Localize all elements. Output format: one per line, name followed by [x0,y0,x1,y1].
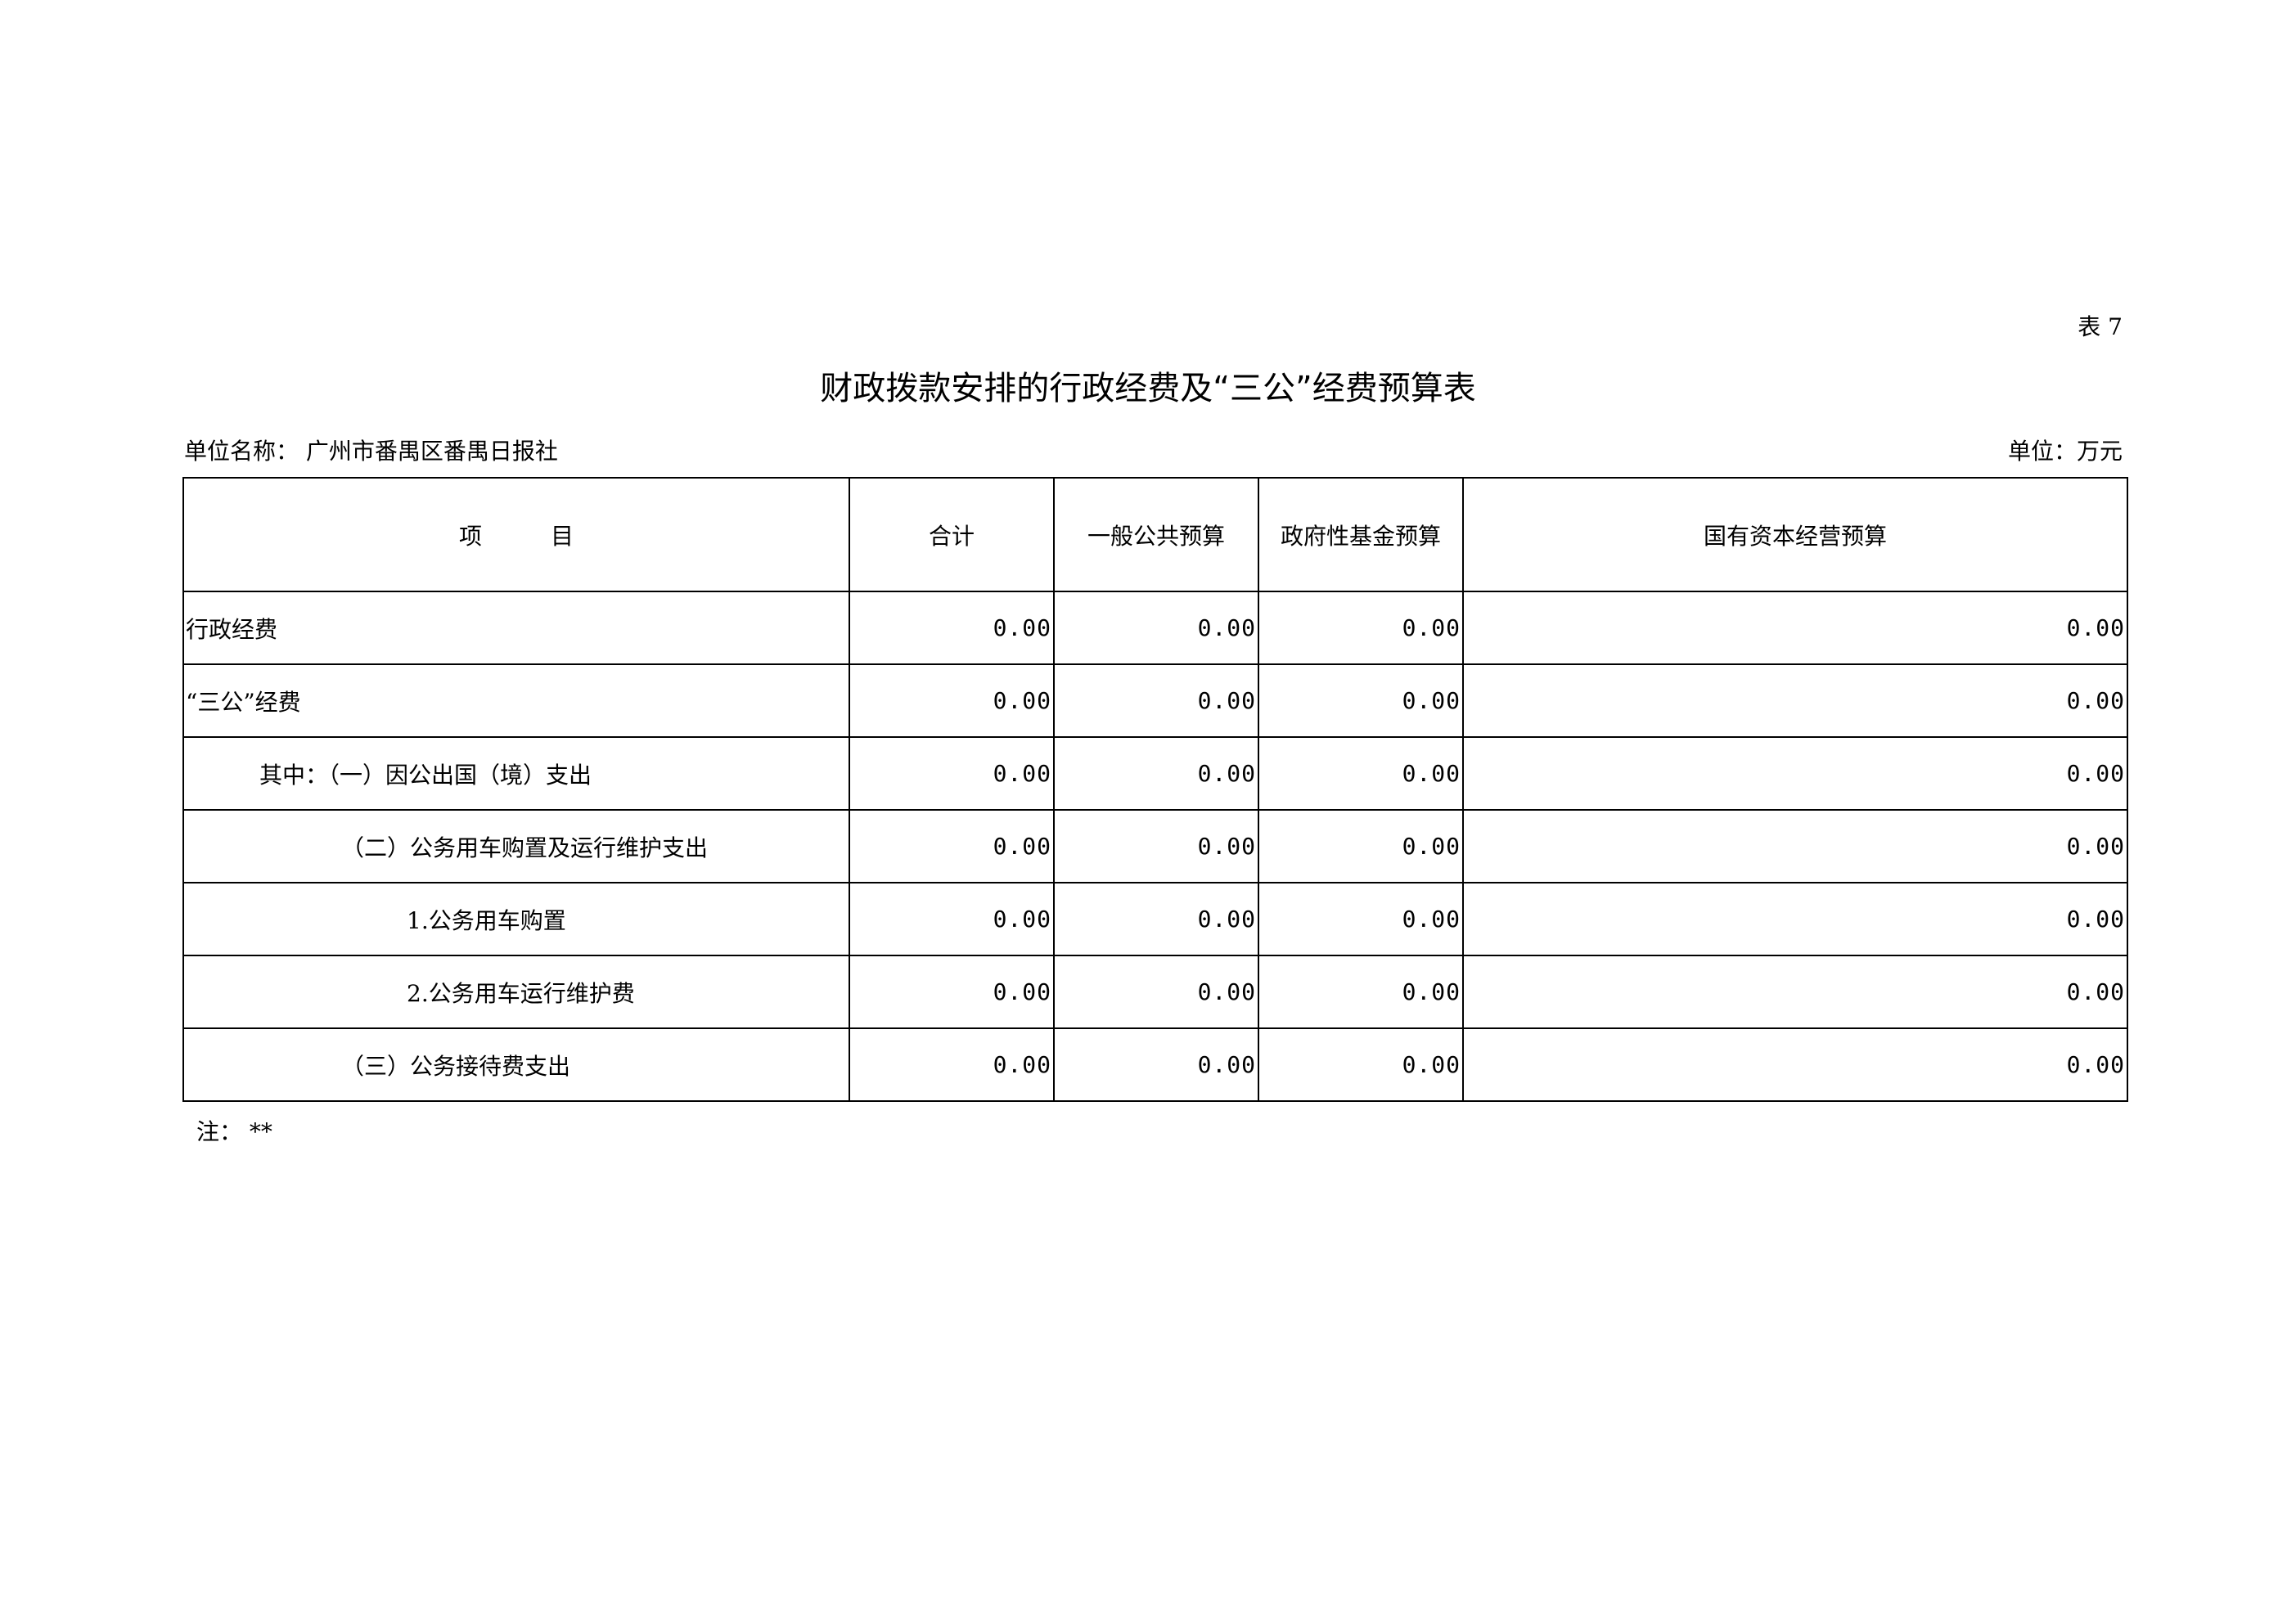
row-value: 0.00 [1053,809,1259,883]
row-value: 0.00 [1462,955,2128,1029]
row-value: 0.00 [1053,663,1259,738]
table-row: 2.公务用车运行维护费 0.00 0.00 0.00 0.00 [182,955,2128,1029]
row-value: 0.00 [1462,663,2128,738]
row-value: 0.00 [1258,809,1464,883]
currency-unit: 单位：万元 [2007,438,2123,465]
page-title: 财政拨款安排的行政经费及“三公”经费预算表 [820,370,1476,407]
row-value: 0.00 [1258,1027,1464,1102]
row-value: 0.00 [1053,736,1259,811]
row-value: 0.00 [1258,882,1464,956]
row-item: 2.公务用车运行维护费 [182,955,850,1029]
row-item: 其中：（一）因公出国（境）支出 [182,736,850,811]
table-row: 行政经费 0.00 0.00 0.00 0.00 [182,591,2128,665]
row-item: （二）公务用车购置及运行维护支出 [182,809,850,883]
row-value: 0.00 [1462,882,2128,956]
row-value: 0.00 [1258,955,1464,1029]
footnote: 注： ** [196,1118,272,1145]
unit-name-label: 单位名称： [184,438,299,465]
unit-name-line: 单位名称： 广州市番禺区番禺日报社 [184,434,558,466]
row-value: 0.00 [849,882,1055,956]
table-row: （三）公务接待费支出 0.00 0.00 0.00 0.00 [182,1027,2128,1102]
unit-name: 广州市番禺区番禺日报社 [305,438,558,465]
row-item: 行政经费 [182,591,850,665]
header-total: 合计 [849,477,1055,592]
row-value: 0.00 [849,591,1055,665]
row-value: 0.00 [1462,591,2128,665]
table-row: “三公”经费 0.00 0.00 0.00 0.00 [182,663,2128,738]
budget-table: 项 目 合计 一般公共预算 政府性基金预算 国有资本经营预算 行政经费 0.00 0… [182,477,2128,1102]
row-value: 0.00 [1258,736,1464,811]
row-value: 0.00 [1053,882,1259,956]
header-fund-budget: 政府性基金预算 [1258,477,1464,592]
table-row: 1.公务用车购置 0.00 0.00 0.00 0.00 [182,882,2128,956]
row-value: 0.00 [1258,591,1464,665]
row-value: 0.00 [1053,591,1259,665]
header-row: 项 目 合计 一般公共预算 政府性基金预算 国有资本经营预算 [182,477,2128,592]
row-value: 0.00 [849,736,1055,811]
row-value: 0.00 [1053,955,1259,1029]
row-item: “三公”经费 [182,663,850,738]
table-row: 其中：（一）因公出国（境）支出 0.00 0.00 0.00 0.00 [182,736,2128,811]
header-item: 项 目 [182,477,850,592]
row-value: 0.00 [1462,1027,2128,1102]
row-value: 0.00 [849,1027,1055,1102]
table-number: 表 7 [2078,313,2123,340]
row-value: 0.00 [1462,809,2128,883]
row-value: 0.00 [849,809,1055,883]
row-value: 0.00 [1258,663,1464,738]
row-value: 0.00 [1053,1027,1259,1102]
header-state-capital-budget: 国有资本经营预算 [1462,477,2128,592]
header-general-budget: 一般公共预算 [1053,477,1259,592]
row-value: 0.00 [849,663,1055,738]
row-item: 1.公务用车购置 [182,882,850,956]
row-value: 0.00 [849,955,1055,1029]
row-item: （三）公务接待费支出 [182,1027,850,1102]
table-row: （二）公务用车购置及运行维护支出 0.00 0.00 0.00 0.00 [182,809,2128,883]
row-value: 0.00 [1462,736,2128,811]
